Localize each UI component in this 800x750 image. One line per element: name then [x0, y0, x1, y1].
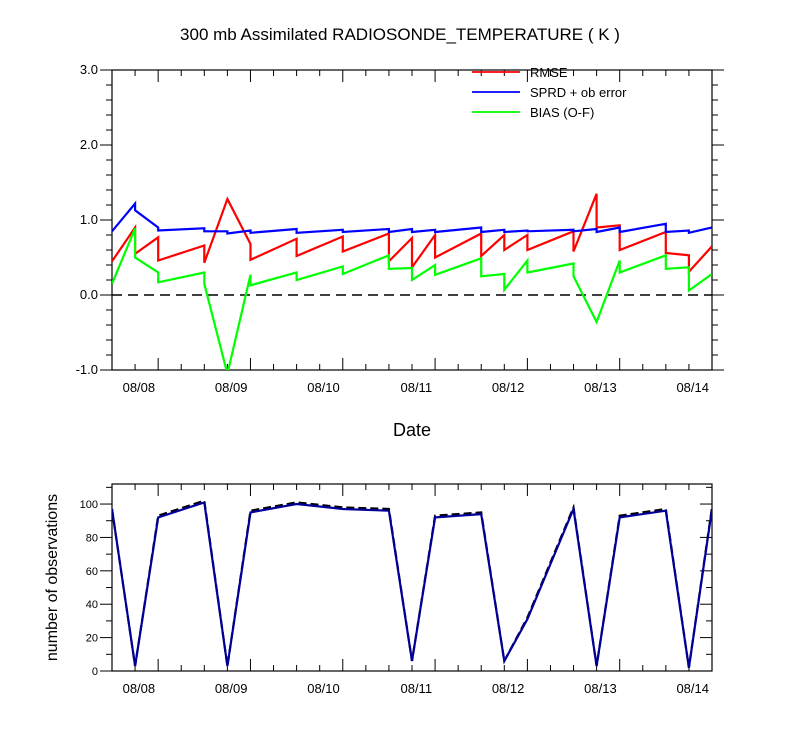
x-tick-label: 08/13 [584, 681, 617, 696]
x-tick-label: 08/12 [492, 681, 525, 696]
legend-label-2: BIAS (O-F) [530, 105, 594, 120]
y-tick-label: 2.0 [80, 137, 98, 152]
legend-label-1: SPRD + ob error [530, 85, 627, 100]
y-tick-label: 60 [86, 566, 98, 578]
legend-label-0: RMSE [530, 65, 568, 80]
x-tick-label: 08/08 [123, 380, 156, 395]
y-tick-label: 0.0 [80, 287, 98, 302]
series-line-assimilated [112, 500, 712, 668]
y-tick-label: 80 [86, 532, 98, 544]
x-axis-title: Date [393, 420, 431, 440]
series-line-rmse [112, 193, 712, 275]
y-axis-title: number of observations [44, 494, 61, 661]
x-tick-label: 08/14 [676, 380, 709, 395]
y-tick-label: 20 [86, 633, 98, 645]
x-tick-label: 08/14 [676, 681, 709, 696]
plot-frame [111, 69, 713, 371]
y-tick-label: 0 [92, 666, 98, 678]
series-line-bias-o-f [112, 227, 712, 370]
x-tick-label: 08/11 [400, 380, 432, 395]
bottom-panel: 08/08 08/09 08/10 08/11 08/12 08/13 08/14 0 20 40… [44, 483, 713, 696]
y-tick-label: -1.0 [76, 362, 98, 377]
x-tick-label: 08/09 [215, 380, 248, 395]
x-tick-label: 08/12 [492, 380, 525, 395]
plot-frame [111, 483, 713, 672]
top-panel: 08/08 08/09 08/10 08/11 08/12 08/13 08/14 -1.0 0… [76, 62, 724, 440]
series-line-possible [112, 499, 712, 668]
x-tick-label: 08/10 [307, 380, 340, 395]
y-tick-label: 40 [86, 599, 98, 611]
y-tick-label: 1.0 [80, 212, 98, 227]
x-tick-label: 08/10 [307, 681, 340, 696]
x-tick-label: 08/11 [400, 681, 432, 696]
x-tick-label: 08/08 [123, 681, 156, 696]
y-tick-label: 100 [80, 499, 98, 511]
series-line-sprd-ob-error [112, 200, 712, 235]
y-tick-label: 3.0 [80, 62, 98, 77]
chart-title: 300 mb Assimilated RADIOSONDE_TEMPERATUR… [180, 25, 620, 44]
x-tick-label: 08/09 [215, 681, 248, 696]
x-tick-label: 08/13 [584, 380, 617, 395]
